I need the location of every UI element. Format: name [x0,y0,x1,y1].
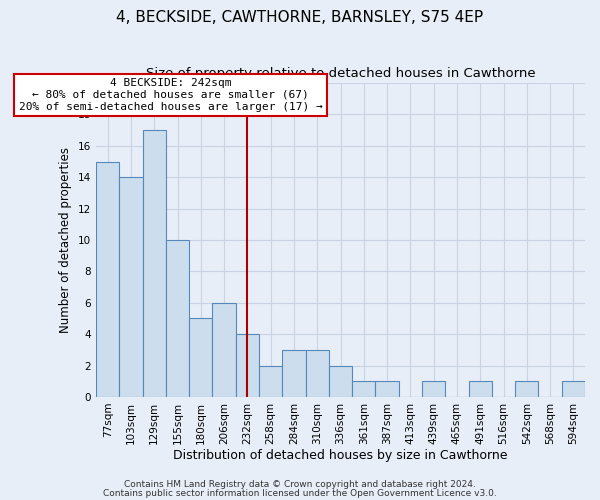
Bar [189,318,212,397]
Bar [469,382,492,397]
Bar [329,366,352,397]
Bar [119,177,143,397]
Bar [515,382,538,397]
Bar [166,240,189,397]
Text: 4, BECKSIDE, CAWTHORNE, BARNSLEY, S75 4EP: 4, BECKSIDE, CAWTHORNE, BARNSLEY, S75 4E… [116,10,484,25]
Text: Contains HM Land Registry data © Crown copyright and database right 2024.: Contains HM Land Registry data © Crown c… [124,480,476,489]
Bar [376,382,399,397]
Bar [236,334,259,397]
Bar [422,382,445,397]
Bar [352,382,376,397]
Bar [96,162,119,397]
Bar [143,130,166,397]
Text: Contains public sector information licensed under the Open Government Licence v3: Contains public sector information licen… [103,488,497,498]
Bar [305,350,329,397]
Bar [212,303,236,397]
Bar [282,350,305,397]
Title: Size of property relative to detached houses in Cawthorne: Size of property relative to detached ho… [146,68,535,80]
X-axis label: Distribution of detached houses by size in Cawthorne: Distribution of detached houses by size … [173,450,508,462]
Y-axis label: Number of detached properties: Number of detached properties [59,147,73,333]
Bar [562,382,585,397]
Bar [259,366,282,397]
Text: 4 BECKSIDE: 242sqm
← 80% of detached houses are smaller (67)
20% of semi-detache: 4 BECKSIDE: 242sqm ← 80% of detached hou… [19,78,322,112]
